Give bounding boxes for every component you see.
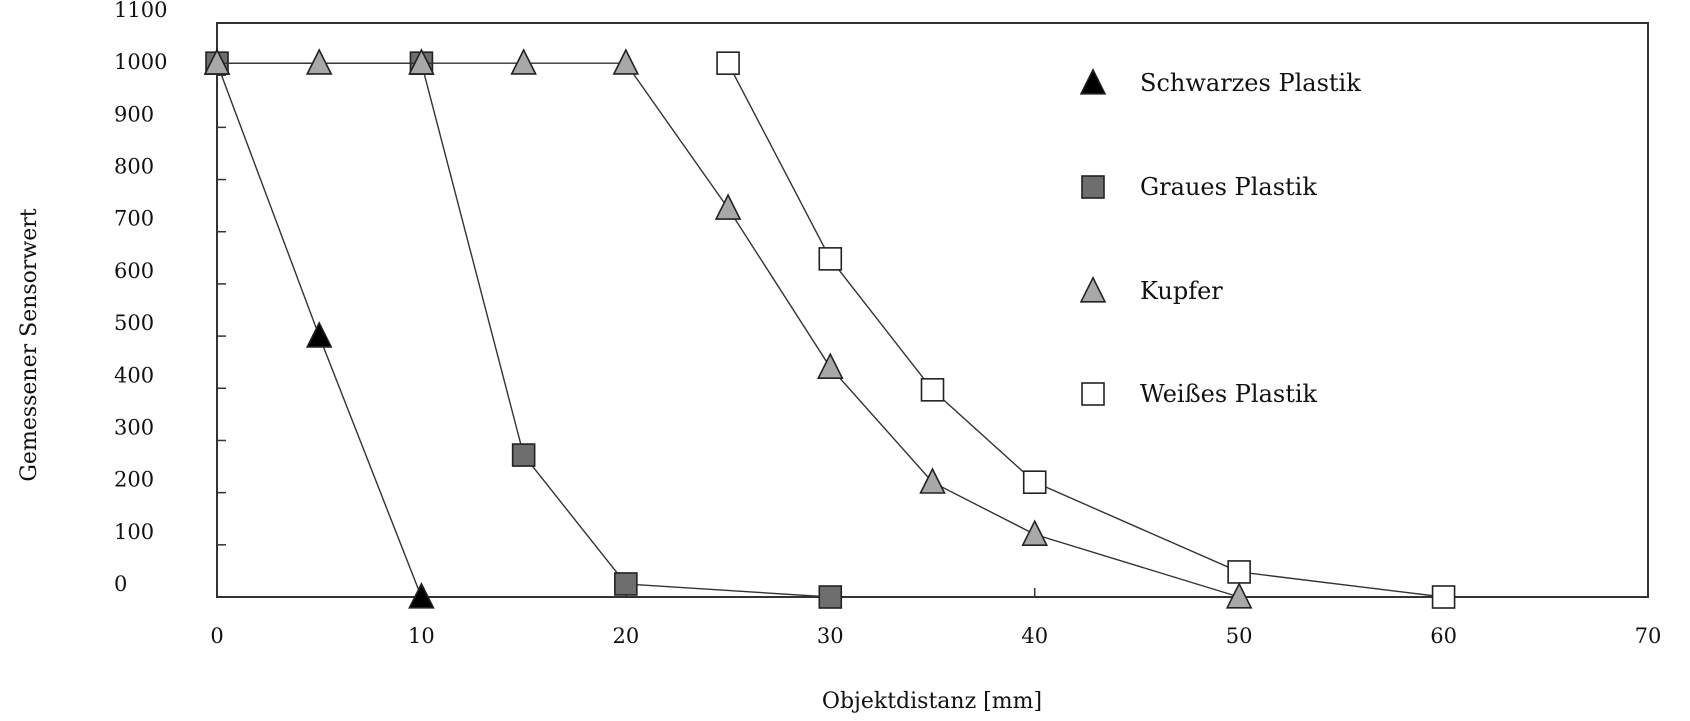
data-point <box>305 321 333 348</box>
series-wei-es-plastik <box>716 51 1456 609</box>
y-tick-label: 700 <box>114 207 154 231</box>
data-point <box>203 48 231 75</box>
data-point <box>919 467 946 494</box>
legend-label: Weißes Plastik <box>1140 380 1318 408</box>
y-tick-label: 900 <box>114 102 154 126</box>
x-tick-label: 0 <box>210 624 223 648</box>
data-point <box>510 48 537 75</box>
data-point <box>1022 470 1047 495</box>
series-schwarzes-plastik <box>203 48 435 609</box>
data-point <box>818 247 843 271</box>
series-line <box>217 62 831 598</box>
legend-label: Graues Plastik <box>1140 173 1317 201</box>
data-point <box>1225 582 1253 609</box>
data-point <box>511 443 536 467</box>
x-tick-label: 30 <box>817 624 844 648</box>
data-point <box>1431 585 1456 609</box>
y-tick-label: 1100 <box>114 0 167 22</box>
y-tick-label: 800 <box>114 155 154 179</box>
x-tick-label: 10 <box>408 624 435 648</box>
x-tick-label: 20 <box>612 624 639 648</box>
x-tick-label: 50 <box>1226 624 1253 648</box>
data-point <box>920 378 945 402</box>
data-point <box>1227 560 1251 584</box>
series-graues-plastik <box>205 51 843 609</box>
legend-label: Schwarzes Plastik <box>1140 69 1361 97</box>
x-tick-label: 40 <box>1021 624 1048 648</box>
series-kupfer <box>203 48 1253 609</box>
x-tick-label: 60 <box>1430 624 1457 648</box>
y-tick-label: 100 <box>114 520 154 544</box>
legend-marker <box>1079 68 1107 95</box>
legend-marker <box>1079 276 1107 303</box>
y-tick-label: 300 <box>114 415 154 439</box>
series-line <box>217 62 1240 598</box>
series-layer <box>203 48 1456 609</box>
y-tick-label: 500 <box>114 311 154 335</box>
data-point <box>305 48 333 75</box>
data-point <box>818 585 843 609</box>
data-point <box>408 48 435 75</box>
data-point <box>714 193 742 220</box>
data-point <box>614 572 638 596</box>
legend-marker <box>1081 382 1105 406</box>
legend: Schwarzes Plastik Graues Plastik Kupfer Wei… <box>1079 68 1361 408</box>
plot-frame <box>216 22 1649 598</box>
x-axis-label: Objektdistanz [mm] <box>822 689 1042 714</box>
y-tick-label: 200 <box>114 468 154 492</box>
series-line <box>727 62 1444 598</box>
y-tick-label: 1000 <box>114 50 167 74</box>
x-tick-label: 70 <box>1635 624 1662 648</box>
legend-marker <box>1081 175 1105 199</box>
y-tick-label: 600 <box>114 259 154 283</box>
data-point <box>408 582 435 609</box>
y-axis-ticks: 0 100 200 300 400 500 600 700 800 900 1000 1100 <box>114 0 226 598</box>
y-tick-label: 400 <box>114 363 154 387</box>
y-tick-label: 0 <box>114 572 127 596</box>
y-axis-label: Gemessener Sensorwert <box>17 208 42 481</box>
data-point <box>716 51 740 75</box>
data-point <box>816 352 844 380</box>
data-point <box>1021 519 1049 546</box>
legend-label: Kupfer <box>1140 277 1223 305</box>
data-point <box>612 48 640 75</box>
